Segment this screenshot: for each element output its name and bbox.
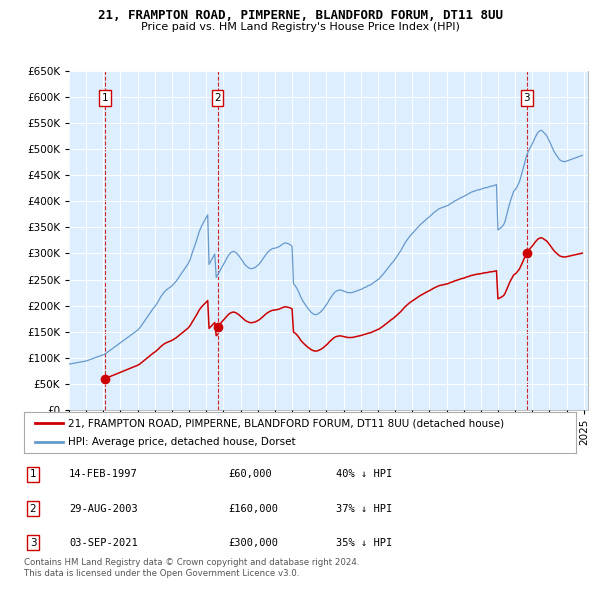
Text: 2: 2 xyxy=(214,93,221,103)
Text: 2: 2 xyxy=(29,504,37,513)
Text: 21, FRAMPTON ROAD, PIMPERNE, BLANDFORD FORUM, DT11 8UU: 21, FRAMPTON ROAD, PIMPERNE, BLANDFORD F… xyxy=(97,9,503,22)
Text: £60,000: £60,000 xyxy=(228,470,272,479)
Text: 3: 3 xyxy=(29,538,37,548)
Text: 29-AUG-2003: 29-AUG-2003 xyxy=(69,504,138,513)
Text: £300,000: £300,000 xyxy=(228,538,278,548)
Text: 35% ↓ HPI: 35% ↓ HPI xyxy=(336,538,392,548)
Text: 3: 3 xyxy=(523,93,530,103)
Text: 1: 1 xyxy=(29,470,37,479)
Text: 03-SEP-2021: 03-SEP-2021 xyxy=(69,538,138,548)
Text: Price paid vs. HM Land Registry's House Price Index (HPI): Price paid vs. HM Land Registry's House … xyxy=(140,22,460,32)
Text: £160,000: £160,000 xyxy=(228,504,278,513)
Text: Contains HM Land Registry data © Crown copyright and database right 2024.: Contains HM Land Registry data © Crown c… xyxy=(24,558,359,566)
Text: HPI: Average price, detached house, Dorset: HPI: Average price, detached house, Dors… xyxy=(68,437,296,447)
Text: 21, FRAMPTON ROAD, PIMPERNE, BLANDFORD FORUM, DT11 8UU (detached house): 21, FRAMPTON ROAD, PIMPERNE, BLANDFORD F… xyxy=(68,418,504,428)
Text: This data is licensed under the Open Government Licence v3.0.: This data is licensed under the Open Gov… xyxy=(24,569,299,578)
Text: 1: 1 xyxy=(102,93,109,103)
Text: 14-FEB-1997: 14-FEB-1997 xyxy=(69,470,138,479)
Text: 40% ↓ HPI: 40% ↓ HPI xyxy=(336,470,392,479)
Text: 37% ↓ HPI: 37% ↓ HPI xyxy=(336,504,392,513)
